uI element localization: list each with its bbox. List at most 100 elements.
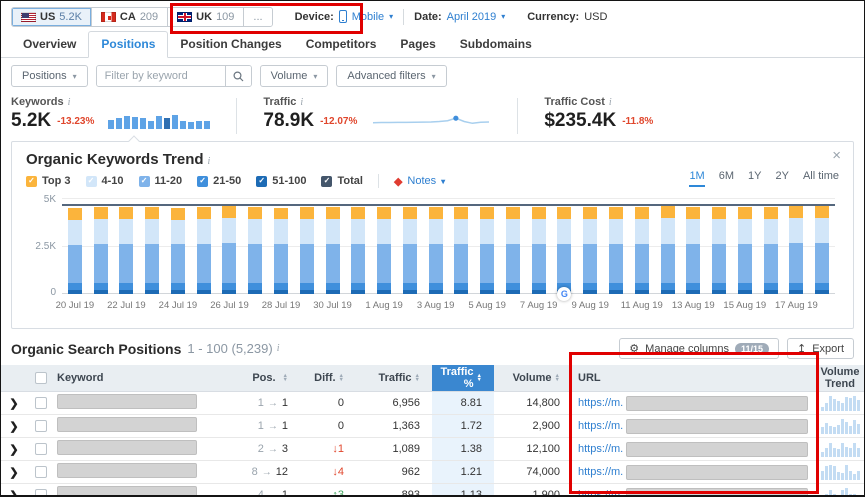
expand-row-icon[interactable]: ❯ <box>9 489 19 497</box>
info-icon[interactable]: i <box>276 343 280 354</box>
checkbox-cell <box>27 420 55 432</box>
stacked-bar[interactable] <box>763 206 778 294</box>
stacked-bar[interactable] <box>145 207 160 294</box>
stacked-bar[interactable] <box>815 205 830 294</box>
legend-item-21-50[interactable]: ✓ 21-50 <box>197 175 241 187</box>
tab-positions[interactable]: Positions <box>88 31 169 58</box>
bar-segment-4-10 <box>660 218 675 244</box>
row-checkbox[interactable] <box>35 443 47 455</box>
positions-filter-dropdown[interactable]: Positions ▾ <box>11 65 88 87</box>
stacked-bar[interactable] <box>325 206 340 294</box>
volume-column-header[interactable]: Volume ▲ ▼ <box>512 372 560 384</box>
stacked-bar[interactable] <box>377 207 392 294</box>
stacked-bar[interactable] <box>557 206 572 294</box>
tab-pages[interactable]: Pages <box>400 37 436 51</box>
tab-subdomains[interactable]: Subdomains <box>459 37 532 51</box>
pos-column-header[interactable]: Pos. ▲ ▼ <box>252 372 288 384</box>
range-button-all-time[interactable]: All time <box>802 170 839 182</box>
row-checkbox[interactable] <box>35 489 47 495</box>
url-column-header[interactable]: URL <box>578 372 601 384</box>
notes-dropdown[interactable]: ◆ Notes ▾ <box>394 175 445 188</box>
search-icon[interactable] <box>224 66 251 86</box>
stacked-bar[interactable] <box>789 206 804 294</box>
volume-filter-dropdown[interactable]: Volume ▾ <box>259 65 329 87</box>
url-link[interactable]: https://m. <box>578 420 624 432</box>
stacked-bar[interactable] <box>686 206 701 294</box>
tab-overview[interactable]: Overview <box>23 37 77 51</box>
stacked-bar[interactable] <box>274 207 288 294</box>
traffic-pct-column-header[interactable]: Traffic % ▲ ▼ <box>432 365 494 391</box>
traffic-column-header[interactable]: Traffic ▲ ▼ <box>378 372 420 384</box>
range-button-6m[interactable]: 6M <box>718 170 734 182</box>
stacked-bar[interactable] <box>608 207 623 294</box>
url-link[interactable]: https://m. <box>578 397 624 409</box>
stacked-bar[interactable] <box>454 206 469 294</box>
manage-columns-button[interactable]: ⚙ Manage columns 11/15 <box>619 338 779 359</box>
stacked-bar[interactable] <box>351 207 366 294</box>
range-button-2y[interactable]: 2Y <box>775 170 789 182</box>
stacked-bar[interactable] <box>119 206 134 294</box>
stacked-bar[interactable] <box>402 206 417 294</box>
stacked-bar[interactable] <box>660 206 675 294</box>
country-tab-us[interactable]: US 5.2K <box>12 7 92 26</box>
export-button[interactable]: ↥ Export <box>786 338 854 359</box>
legend-item-11-20[interactable]: ✓ 11-20 <box>138 175 182 187</box>
keyword-column-header[interactable]: Keyword <box>57 372 104 384</box>
close-icon[interactable]: × <box>832 147 841 164</box>
stacked-bar[interactable] <box>299 206 314 294</box>
google-update-icon[interactable]: G <box>557 287 572 301</box>
tab-competitors[interactable]: Competitors <box>305 37 377 51</box>
info-icon[interactable]: i <box>608 97 612 108</box>
stacked-bar[interactable] <box>170 208 185 294</box>
info-icon[interactable]: i <box>67 97 71 108</box>
stacked-bar[interactable] <box>67 208 82 294</box>
range-button-1y[interactable]: 1Y <box>748 170 762 182</box>
device-selector[interactable]: Device: Mobile ▾ <box>295 10 393 23</box>
info-icon[interactable]: i <box>207 156 211 167</box>
legend-item-4-10[interactable]: ✓ 4-10 <box>85 175 124 187</box>
row-checkbox[interactable] <box>35 420 47 432</box>
x-axis-tick: 22 Jul 19 <box>107 300 146 311</box>
url-link[interactable]: https://m. <box>578 489 624 497</box>
range-button-1m[interactable]: 1M <box>689 170 705 187</box>
stacked-bar[interactable] <box>428 207 443 294</box>
columns-count-badge: 11/15 <box>734 342 769 355</box>
stacked-bar[interactable] <box>712 207 727 294</box>
url-link[interactable]: https://m. <box>578 466 624 478</box>
legend-item-51-100[interactable]: ✓ 51-100 <box>256 175 306 187</box>
bar-slot <box>449 198 475 294</box>
info-icon[interactable]: i <box>300 97 304 108</box>
legend-item-total[interactable]: ✓ Total <box>321 175 363 187</box>
row-checkbox[interactable] <box>35 466 47 478</box>
stacked-bar[interactable] <box>583 206 598 294</box>
select-all-checkbox[interactable] <box>35 372 47 384</box>
advanced-filters-dropdown[interactable]: Advanced filters ▾ <box>336 65 447 87</box>
stacked-bar[interactable] <box>93 207 108 294</box>
bar-slot <box>603 198 629 294</box>
expand-row-icon[interactable]: ❯ <box>9 397 19 410</box>
stacked-bar[interactable] <box>222 206 237 294</box>
legend-checkbox: ✓ <box>321 175 333 187</box>
legend-item-top-3[interactable]: ✓ Top 3 <box>26 175 71 187</box>
stacked-bar[interactable] <box>737 206 752 294</box>
stacked-bar[interactable] <box>196 207 211 294</box>
row-checkbox[interactable] <box>35 397 47 409</box>
stacked-bar[interactable] <box>505 207 520 294</box>
expand-row-icon[interactable]: ❯ <box>9 466 19 479</box>
stacked-bar[interactable] <box>634 206 649 294</box>
keyword-filter-input[interactable] <box>96 66 225 86</box>
date-selector[interactable]: Date: April 2019 ▾ <box>414 11 505 23</box>
bar-segment-51-100 <box>634 289 649 294</box>
more-countries-button[interactable]: ... <box>244 7 272 26</box>
url-link[interactable]: https://m. <box>578 443 624 455</box>
expand-row-icon[interactable]: ❯ <box>9 420 19 433</box>
tab-position-changes[interactable]: Position Changes <box>180 37 282 51</box>
expand-row-icon[interactable]: ❯ <box>9 443 19 456</box>
diff-column-header[interactable]: Diff. ▲ ▼ <box>314 372 344 384</box>
manage-columns-label: Manage columns <box>645 342 729 355</box>
stacked-bar[interactable] <box>248 207 263 294</box>
stacked-bar[interactable] <box>480 206 495 294</box>
country-tab-uk[interactable]: UK 109 <box>168 7 245 26</box>
country-tab-ca[interactable]: CA 209 <box>91 7 169 26</box>
stacked-bar[interactable] <box>531 207 546 294</box>
